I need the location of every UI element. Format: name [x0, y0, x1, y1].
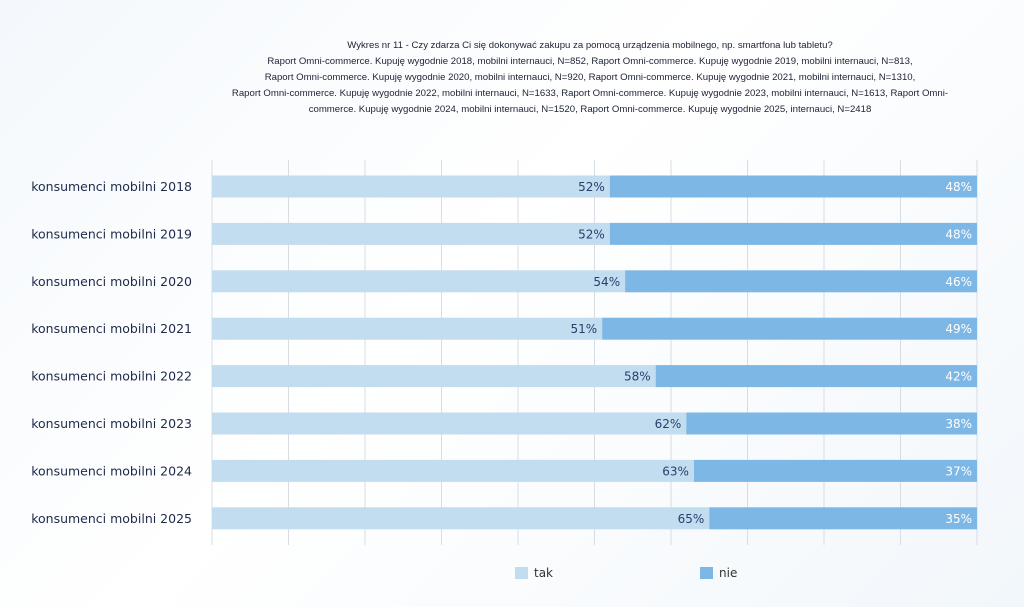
category-label: konsumenci mobilni 2020 — [31, 274, 192, 289]
bar-segment-tak — [212, 459, 694, 482]
legend-swatch-tak — [515, 567, 528, 579]
chart-title-line: Wykres nr 11 - Czy zdarza Ci się dokonyw… — [347, 40, 833, 51]
bar-segment-nie — [709, 507, 977, 530]
data-label-nie: 46% — [945, 275, 972, 289]
bar-segment-nie — [686, 412, 977, 435]
data-label-nie: 37% — [945, 464, 972, 478]
bar-segment-tak — [212, 365, 656, 388]
data-label-tak: 51% — [570, 322, 597, 336]
data-label-tak: 52% — [578, 227, 605, 241]
data-label-tak: 65% — [678, 512, 705, 526]
data-label-nie: 42% — [945, 370, 972, 384]
chart-subtitle-line: commerce. Kupuję wygodnie 2024, mobilni … — [308, 104, 872, 115]
data-label-tak: 58% — [624, 370, 651, 384]
legend-label-tak: tak — [534, 566, 553, 580]
bar-segment-nie — [609, 222, 977, 245]
data-label-tak: 54% — [593, 275, 620, 289]
bar-segment-tak — [212, 175, 610, 198]
bar-segment-tak — [212, 270, 626, 293]
category-label: konsumenci mobilni 2025 — [31, 511, 192, 526]
category-label: konsumenci mobilni 2021 — [31, 321, 192, 336]
chart-subtitle-line: Raport Omni-commerce. Kupuję wygodnie 20… — [231, 88, 949, 99]
chart-title: Wykres nr 11 - Czy zdarza Ci się dokonyw… — [150, 38, 1024, 118]
legend-label-nie: nie — [719, 566, 737, 580]
chart-subtitle-line: Raport Omni-commerce. Kupuję wygodnie 20… — [264, 72, 916, 83]
category-label: konsumenci mobilni 2022 — [31, 369, 192, 384]
data-label-tak: 63% — [662, 464, 689, 478]
bar-segment-nie — [609, 175, 977, 198]
bar-segment-nie — [693, 459, 977, 482]
data-label-nie: 38% — [945, 417, 972, 431]
category-label: konsumenci mobilni 2018 — [31, 179, 192, 194]
category-label: konsumenci mobilni 2019 — [31, 226, 192, 241]
data-label-nie: 48% — [945, 180, 972, 194]
legend-swatch-nie — [700, 567, 713, 579]
bar-segment-nie — [625, 270, 977, 293]
bar-segment-nie — [655, 365, 977, 388]
bar-segment-tak — [212, 412, 687, 435]
data-label-nie: 35% — [945, 512, 972, 526]
data-label-tak: 52% — [578, 180, 605, 194]
category-label: konsumenci mobilni 2023 — [31, 416, 192, 431]
bar-segment-nie — [602, 317, 977, 340]
data-label-nie: 48% — [945, 227, 972, 241]
data-label-nie: 49% — [945, 322, 972, 336]
bar-segment-tak — [212, 222, 610, 245]
bar-segment-tak — [212, 317, 603, 340]
category-label: konsumenci mobilni 2024 — [31, 463, 192, 478]
chart-subtitle-line: Raport Omni-commerce. Kupuję wygodnie 20… — [267, 56, 913, 67]
bar-segment-tak — [212, 507, 710, 530]
data-label-tak: 62% — [655, 417, 682, 431]
